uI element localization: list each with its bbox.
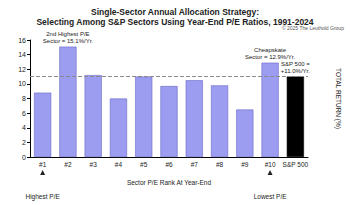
- svg-text:2: 2: [22, 139, 26, 146]
- svg-text:+11.0%/Yr.: +11.0%/Yr.: [281, 68, 310, 74]
- svg-text:#6: #6: [165, 161, 173, 168]
- svg-text:Cheapskate: Cheapskate: [254, 47, 287, 53]
- svg-text:8: 8: [22, 95, 26, 102]
- svg-text:16: 16: [18, 37, 26, 44]
- svg-text:0: 0: [22, 154, 26, 161]
- svg-text:S&P 500: S&P 500: [283, 161, 309, 168]
- svg-text:12: 12: [18, 66, 26, 73]
- svg-text:10: 10: [18, 80, 26, 87]
- svg-text:Selecting Among S&P Sectors Us: Selecting Among S&P Sectors Using Year-E…: [36, 17, 313, 27]
- svg-text:2nd Highest P/E: 2nd Highest P/E: [46, 31, 89, 37]
- svg-text:Sector = 15.1%/Yr.: Sector = 15.1%/Yr.: [43, 38, 94, 44]
- svg-text:#2: #2: [64, 161, 72, 168]
- svg-text:Single-Sector Annual Allocatio: Single-Sector Annual Allocation Strategy…: [91, 7, 259, 17]
- svg-text:#5: #5: [140, 161, 148, 168]
- svg-text:TOTAL RETURN (%): TOTAL RETURN (%): [334, 68, 342, 129]
- svg-text:14: 14: [18, 51, 26, 58]
- svg-text:#8: #8: [216, 161, 224, 168]
- svg-text:© 2025 The Leuthold Group: © 2025 The Leuthold Group: [281, 24, 344, 31]
- svg-text:Sector P/E Rank At Year-End: Sector P/E Rank At Year-End: [127, 179, 212, 186]
- svg-text:4: 4: [22, 124, 26, 131]
- svg-text:#1: #1: [39, 161, 47, 168]
- svg-text:#7: #7: [191, 161, 199, 168]
- svg-text:Sector = 12.9%/Yr.: Sector = 12.9%/Yr.: [245, 54, 296, 60]
- svg-text:Lowest P/E: Lowest P/E: [254, 193, 288, 200]
- svg-text:#3: #3: [90, 161, 98, 168]
- svg-text:#4: #4: [115, 161, 123, 168]
- svg-text:Highest P/E: Highest P/E: [25, 193, 60, 201]
- svg-text:S&P 500 =: S&P 500 =: [281, 61, 310, 67]
- svg-text:#9: #9: [241, 161, 249, 168]
- svg-text:#10: #10: [265, 161, 276, 168]
- svg-text:6: 6: [22, 110, 26, 117]
